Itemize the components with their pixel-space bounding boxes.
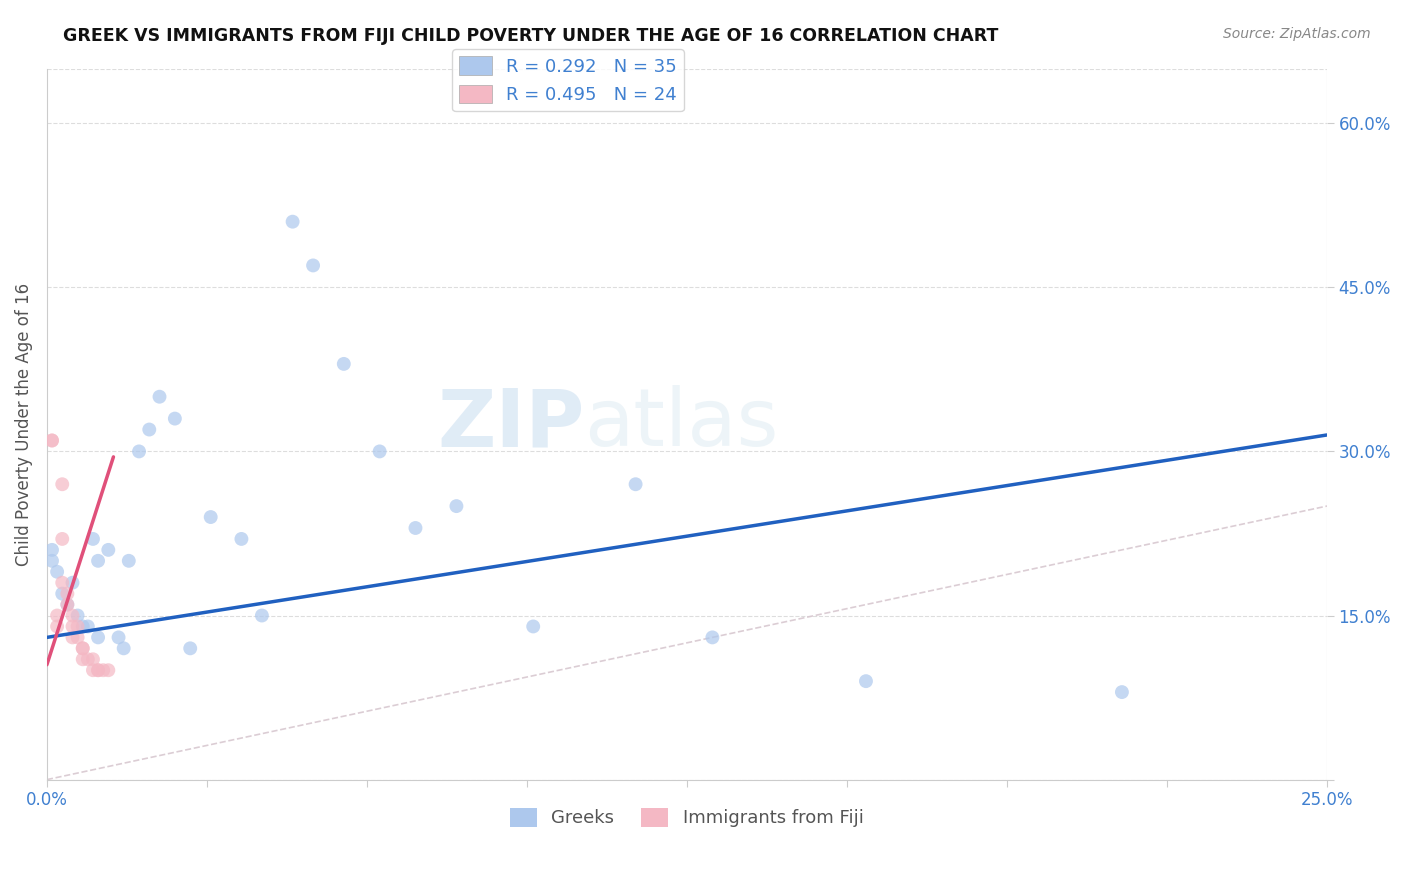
Legend: Greeks, Immigrants from Fiji: Greeks, Immigrants from Fiji [502,801,872,835]
Point [250,608,273,623]
Point [148,390,170,404]
Point [62,619,84,633]
Point [118,554,141,568]
Point [281,215,304,229]
Point [163,411,186,425]
Point [404,521,426,535]
Point [56,598,79,612]
Point [41,434,63,448]
Point [128,444,150,458]
Point [41,542,63,557]
Text: Source: ZipAtlas.com: Source: ZipAtlas.com [1223,27,1371,41]
Point [368,444,391,458]
Point [302,259,325,273]
Point [1111,685,1133,699]
Point [51,532,73,546]
Point [231,532,253,546]
Point [72,652,94,666]
Point [87,663,110,677]
Point [179,641,201,656]
Point [72,641,94,656]
Point [446,499,468,513]
Point [138,423,160,437]
Point [41,554,63,568]
Point [91,663,114,677]
Point [62,631,84,645]
Point [62,575,84,590]
Point [51,587,73,601]
Text: ZIP: ZIP [437,385,585,463]
Point [87,554,110,568]
Point [112,641,135,656]
Point [97,542,120,557]
Text: GREEK VS IMMIGRANTS FROM FIJI CHILD POVERTY UNDER THE AGE OF 16 CORRELATION CHAR: GREEK VS IMMIGRANTS FROM FIJI CHILD POVE… [63,27,998,45]
Point [62,608,84,623]
Point [46,565,69,579]
Point [66,619,89,633]
Point [702,631,724,645]
Point [82,532,104,546]
Point [624,477,647,491]
Point [76,652,98,666]
Point [522,619,544,633]
Point [72,619,94,633]
Point [107,631,129,645]
Point [56,598,79,612]
Point [41,434,63,448]
Point [333,357,356,371]
Point [87,631,110,645]
Point [87,663,110,677]
Point [46,608,69,623]
Point [72,641,94,656]
Point [855,674,877,689]
Text: atlas: atlas [585,385,779,463]
Point [51,575,73,590]
Point [51,477,73,491]
Point [76,619,98,633]
Point [200,510,222,524]
Point [82,663,104,677]
Point [66,631,89,645]
Point [56,587,79,601]
Point [82,652,104,666]
Y-axis label: Child Poverty Under the Age of 16: Child Poverty Under the Age of 16 [15,283,32,566]
Point [66,608,89,623]
Point [46,619,69,633]
Point [97,663,120,677]
